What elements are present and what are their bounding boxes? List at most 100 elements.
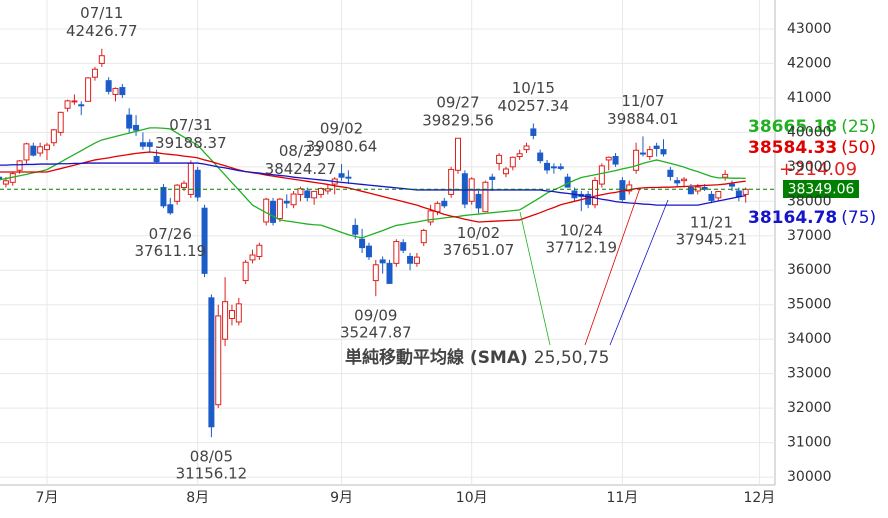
candle-body [612, 155, 619, 165]
candle-body [208, 297, 215, 428]
candle-body [242, 261, 249, 282]
candle-body [98, 55, 105, 64]
candle-body [105, 80, 112, 92]
candle-body [345, 176, 352, 179]
candle-body [592, 179, 598, 206]
annotation-date: 09/09 [354, 307, 397, 325]
y-tick-label: 40000 [787, 124, 832, 140]
x-tick-label: 11月 [606, 490, 638, 506]
annotation-value: 42426.77 [66, 22, 138, 40]
candle-body [290, 193, 297, 206]
candle-body [91, 68, 98, 78]
candle-body [2, 180, 9, 185]
candle-body [64, 100, 71, 109]
candle-body [78, 104, 85, 107]
candle-body [455, 137, 461, 171]
annotation-date: 08/05 [190, 448, 233, 466]
sma-period: (75) [841, 208, 876, 228]
candle-body [400, 242, 407, 251]
candle-body [386, 262, 393, 284]
candle-body [146, 142, 153, 147]
annotation-value: 39829.56 [422, 112, 494, 130]
candle-body [537, 152, 544, 162]
candle-body [407, 255, 414, 264]
leader-25 [519, 211, 551, 346]
candle-body [365, 245, 372, 258]
sma-line [0, 151, 746, 223]
y-tick-label: 41000 [787, 90, 832, 106]
annotation-date: 10/02 [457, 224, 500, 242]
current-price: 38349.06 [788, 182, 855, 198]
change-label: +214.09 [779, 159, 857, 180]
candle-body [633, 149, 640, 171]
annotation-date: 07/31 [169, 116, 212, 134]
candle-body [201, 207, 208, 274]
annotation-value: 35247.87 [340, 324, 412, 342]
candle-body [30, 145, 37, 156]
y-tick-label: 30000 [787, 469, 832, 485]
y-tick-label: 31000 [787, 435, 832, 451]
annotation-date: 08/23 [279, 142, 322, 160]
annotation-value: 31156.12 [176, 465, 248, 483]
candle-body [256, 244, 263, 257]
candle-body [598, 165, 605, 185]
candle-body [674, 180, 681, 184]
annotation-date: 07/11 [80, 4, 123, 22]
candle-body [297, 188, 304, 195]
plot [0, 48, 775, 438]
y-tick-label: 43000 [787, 21, 832, 37]
candle-body [681, 178, 688, 182]
y-tick-label: 42000 [787, 55, 832, 71]
candle-body [448, 168, 455, 195]
candle-body [379, 259, 386, 264]
candle-body [722, 173, 729, 178]
x-tick-label: 12月 [743, 490, 775, 506]
candle-body [304, 190, 311, 199]
candle-body [112, 87, 119, 95]
sma-line [0, 162, 746, 206]
candle-body [85, 77, 92, 102]
candle-body [174, 184, 181, 202]
candle-body [660, 149, 667, 155]
candle-body [420, 229, 427, 244]
candle-body [0, 176, 3, 180]
x-tick-label: 8月 [186, 490, 209, 506]
candle-body [57, 111, 64, 133]
x-tick-label: 10月 [456, 490, 488, 506]
candle-body [413, 256, 420, 264]
candle-body [133, 124, 140, 131]
annotation-value: 39188.37 [155, 134, 227, 152]
x-tick-label: 7月 [36, 490, 59, 506]
annotation-date: 09/02 [320, 120, 363, 138]
annotation-value: 39080.64 [306, 138, 378, 156]
candle-body [153, 155, 160, 162]
candle-body [653, 145, 660, 149]
candle-body [557, 166, 564, 169]
sma-value: 38665.18 [748, 117, 837, 137]
x-tick-label: 9月 [330, 490, 353, 506]
candle-body [44, 144, 50, 151]
candle-body [194, 169, 201, 198]
annotation-value: 37651.07 [443, 241, 515, 259]
candle-body [359, 238, 366, 249]
annotation-date: 10/15 [512, 79, 555, 97]
y-tick-label: 36000 [787, 262, 832, 278]
candle-body [352, 224, 359, 235]
candle-body [50, 129, 57, 144]
grid [0, 0, 775, 485]
y-tick-label: 39000 [787, 159, 832, 175]
candle-body [311, 190, 318, 199]
candle-body [16, 160, 23, 171]
candle-body [482, 181, 489, 213]
candle-body [71, 100, 78, 103]
sma-value-label: 38164.78 (75) [748, 208, 876, 228]
candle-body [523, 145, 530, 151]
sma-value: 38584.33 [748, 138, 837, 158]
candle-body [585, 193, 592, 205]
candle-body [23, 143, 30, 161]
candle-body [605, 156, 612, 161]
candle-body [708, 193, 715, 201]
y-tick-label: 34000 [787, 331, 832, 347]
current-price-box [783, 180, 859, 198]
